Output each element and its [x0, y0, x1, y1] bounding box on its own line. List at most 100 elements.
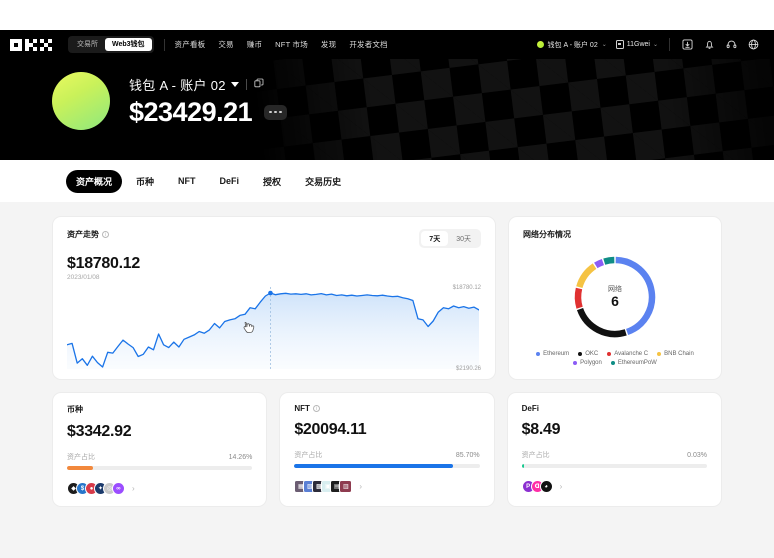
chevron-right-icon[interactable]: ›: [132, 484, 135, 493]
nav-link-developer-docs[interactable]: 开发者文档: [349, 40, 388, 49]
legend-color-dot: [578, 352, 583, 356]
nav-link-earn[interactable]: 赚币: [246, 40, 263, 49]
globe-icon[interactable]: [747, 38, 760, 51]
nav-link-nft-market[interactable]: NFT 市场: [275, 40, 308, 49]
asset-trend-card: 资产走势 i 7天 30天 $18780.12 2023/01/08: [52, 216, 496, 380]
gas-price-selector[interactable]: 11Gwei ⌄: [615, 40, 658, 49]
asset-trend-chart[interactable]: $18780.12 $2190.26: [67, 285, 481, 372]
legend-item-polygon[interactable]: Polygon: [573, 360, 602, 366]
asset-ratio-percent: 0.03%: [687, 451, 707, 459]
download-icon[interactable]: [681, 38, 694, 51]
hero-wallet-name: 钱包 A - 账户 02: [129, 77, 226, 93]
asset-card-title: DeFi: [522, 404, 707, 413]
asset-ratio-label: 资产占比: [67, 454, 95, 461]
wallet-hero-banner: 钱包 A - 账户 02 $23429.21: [0, 59, 774, 160]
okx-logo[interactable]: [10, 38, 52, 51]
legend-item-bnb-chain[interactable]: BNB Chain: [657, 351, 694, 357]
asset-card-defi: DeFi $8.49 资产占比 0.03% P ꓷ ◕ ›: [506, 392, 722, 507]
legend-color-dot: [573, 361, 578, 365]
tab-history[interactable]: 交易历史: [305, 176, 342, 187]
chart-y-min-label: $2190.26: [455, 366, 481, 372]
legend-color-dot: [657, 352, 662, 356]
legend-label: OKC: [585, 351, 599, 357]
network-card-title: 网络分布情况: [523, 230, 571, 239]
range-30d[interactable]: 30天: [456, 235, 471, 243]
donut-segment-ethereumpow[interactable]: [603, 256, 615, 265]
asset-tabs: 资产概况 币种 NFT DeFi 授权 交易历史: [0, 160, 774, 202]
nav-right-cluster: 钱包 A - 账户 02 ⌄ 11Gwei ⌄: [536, 38, 764, 51]
legend-color-dot: [536, 352, 541, 356]
tab-approvals[interactable]: 授权: [263, 176, 282, 187]
account-selector[interactable]: 钱包 A - 账户 02 ⌄: [536, 40, 607, 50]
tab-tokens[interactable]: 币种: [136, 176, 155, 187]
asset-trend-value: $18780.12: [67, 255, 140, 272]
asset-card-value: $20094.11: [294, 421, 367, 438]
asset-ratio-percent: 14.26%: [228, 453, 253, 461]
copy-icon[interactable]: [254, 75, 264, 93]
donut-center-label: 网络 6: [608, 284, 622, 309]
legend-item-ethereumpow[interactable]: EthereumPoW: [610, 360, 657, 366]
hero-total-balance: $23429.21: [129, 96, 253, 127]
asset-card-title-text: 币种: [67, 405, 83, 414]
segment-web3-wallet[interactable]: Web3钱包: [105, 38, 152, 51]
donut-segment-avalanche-c[interactable]: [574, 287, 583, 309]
asset-icons-row[interactable]: ▦ ▧ ▩ ▣ ▤ ▥ ›: [294, 480, 479, 493]
wallet-avatar: [52, 72, 110, 130]
legend-item-ethereum[interactable]: Ethereum: [536, 351, 569, 357]
protocol-black-icon: ◕: [539, 480, 553, 493]
chevron-down-icon: ⌄: [652, 42, 658, 48]
donut-segment-polygon[interactable]: [594, 258, 605, 269]
info-icon[interactable]: i: [312, 405, 320, 412]
asset-icons-row[interactable]: P ꓷ ◕ ›: [521, 480, 707, 493]
nav-links: 资产看板 交易 赚币 NFT 市场 发现 开发者文档: [175, 39, 388, 50]
asset-ratio-bar-fill: [294, 464, 454, 468]
chevron-down-icon[interactable]: [230, 81, 239, 87]
asset-ratio-bar-fill: [67, 466, 94, 470]
asset-trend-date: 2023/01/08: [67, 274, 100, 281]
donut-center-title: 网络: [608, 286, 622, 294]
tab-defi[interactable]: DeFi: [219, 176, 240, 186]
nav-link-trade[interactable]: 交易: [218, 40, 234, 49]
asset-icons-row[interactable]: ◆ $ ● ✦ ◎ ∞ ›: [67, 482, 252, 495]
donut-center-value: 6: [611, 293, 619, 310]
legend-item-avalanche-c[interactable]: Avalanche C: [607, 351, 648, 357]
token-icon-stack: ◆ $ ● ✦ ◎ ∞: [67, 482, 125, 495]
chevron-right-icon[interactable]: ›: [559, 482, 563, 491]
asset-card-tokens: 币种 $3342.92 资产占比 14.26% ◆ $ ● ✦ ◎ ∞ ›: [52, 392, 268, 507]
network-legend: Ethereum OKC Avalanche C BNB Chain Polygon Et…: [523, 351, 707, 366]
asset-ratio-bar-fill: [521, 464, 524, 468]
legend-item-okc[interactable]: OKC: [578, 351, 598, 357]
token-icon-stack: ▦ ▧ ▩ ▣ ▤ ▥: [294, 480, 353, 493]
asset-ratio-label: 资产占比: [521, 452, 550, 459]
donut-segment-ethereum[interactable]: [615, 256, 656, 336]
tab-overview[interactable]: 资产概况: [66, 169, 123, 193]
purple-token-icon: ∞: [112, 482, 125, 495]
range-7d[interactable]: 7天: [421, 231, 449, 246]
donut-segment-bnb-chain[interactable]: [576, 263, 597, 289]
asset-card-title: 币种: [67, 404, 252, 415]
nav-link-discover[interactable]: 发现: [320, 40, 337, 49]
network-donut-chart[interactable]: 网络 6: [523, 249, 707, 345]
asset-card-value: $8.49: [521, 421, 561, 438]
headset-icon[interactable]: [725, 38, 738, 51]
tab-nft[interactable]: NFT: [178, 176, 196, 186]
asset-trend-title: 资产走势 i: [67, 229, 109, 240]
segment-exchange[interactable]: 交易所: [77, 41, 98, 48]
info-icon[interactable]: i: [102, 231, 109, 238]
nav-divider: [669, 38, 670, 51]
more-dots-icon[interactable]: [264, 104, 288, 120]
asset-card-title-text: DeFi: [521, 404, 539, 413]
donut-segment-okc[interactable]: [576, 307, 627, 338]
legend-color-dot: [607, 352, 612, 356]
asset-card-nft: NFT i $20094.11 资产占比 85.70% ▦ ▧ ▩ ▣ ▤ ▥ ›: [279, 392, 495, 507]
mouse-cursor-icon: [243, 321, 255, 335]
account-selector-label: 钱包 A - 账户 02: [547, 41, 598, 49]
asset-card-title-text: NFT: [294, 404, 310, 413]
hero-divider: [245, 78, 247, 90]
chevron-right-icon[interactable]: ›: [359, 482, 362, 491]
account-status-dot: [536, 41, 544, 48]
nav-link-dashboard[interactable]: 资产看板: [174, 40, 206, 49]
chevron-down-icon: ⌄: [601, 42, 607, 48]
bell-icon[interactable]: [703, 38, 716, 51]
